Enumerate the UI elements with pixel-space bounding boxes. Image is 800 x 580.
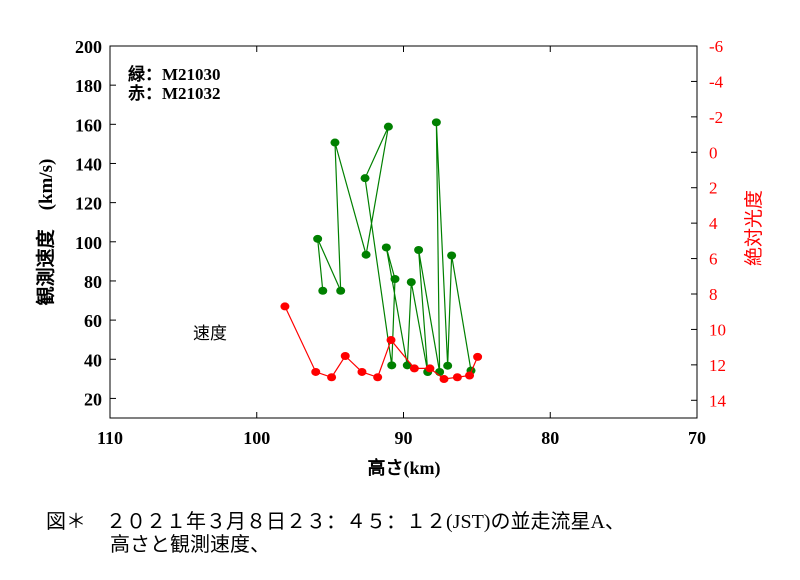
data-point-M21032 [327,373,337,382]
y-tick-label: 180 [75,76,102,96]
caption-line2: 高さと観測速度、 [110,534,270,556]
legend-red: 赤：M21032 [128,83,221,103]
y-tick-label: 20 [84,389,102,409]
y-tick-label: 140 [75,154,102,174]
data-point-M21030 [381,243,391,252]
data-point-M21032 [386,336,396,345]
data-point-M21032 [473,352,483,361]
x-tick-label: 110 [97,428,123,448]
data-point-M21030 [387,361,397,370]
data-point-M21030 [414,246,424,255]
x-tick-label: 80 [541,428,559,448]
y2-tick-label: 6 [709,250,718,269]
data-point-M21030 [383,122,393,131]
data-point-M21030 [318,286,328,295]
y2-tick-label: -2 [709,108,723,127]
y2-tick-label: 10 [709,320,726,339]
data-point-M21032 [425,364,435,373]
caption-line1: 図＊ ２０２１年３月８日２３：４５：１２(JST)の並走流星A、 [46,511,625,533]
y2-tick-label: 12 [709,356,726,375]
y2-tick-label: -6 [709,37,723,56]
x-tick-label: 100 [243,428,270,448]
data-point-M21032 [357,367,367,376]
y2-tick-label: -4 [709,72,724,91]
y2-tick-label: 14 [709,391,727,410]
x-axis-label: 高さ(km) [368,457,441,479]
data-point-M21030 [431,118,441,127]
data-point-M21032 [409,364,419,373]
data-point-M21030 [313,234,323,243]
data-point-M21032 [340,352,350,360]
y-tick-label: 200 [75,37,102,57]
data-point-M21032 [373,373,383,382]
y2-tick-label: 8 [709,285,718,304]
legend-green: 緑：M21030 [128,64,221,84]
data-point-M21032 [465,371,475,380]
data-point-M21030 [443,361,453,370]
data-point-M21030 [360,174,370,183]
y2-tick-label: 4 [709,214,718,233]
y2-tick-label: 0 [709,143,718,162]
data-point-M21030 [406,278,416,287]
annotation: 速度 [193,324,227,343]
y2-axis-label: 絶対光度 [743,190,765,266]
y2-tick-label: 2 [709,179,718,198]
data-point-M21030 [361,250,371,259]
y-tick-label: 40 [84,350,102,370]
x-tick-label: 90 [395,428,413,448]
data-point-M21030 [447,251,457,260]
series-line-M21030 [317,122,472,373]
y-tick-label: 160 [75,115,102,135]
data-point-M21032 [439,375,449,384]
x-tick-label: 70 [688,428,706,448]
y-tick-label: 100 [75,233,102,253]
y-axis-label: 観測速度 (km/s) [34,159,57,306]
data-point-M21030 [390,274,400,283]
data-point-M21032 [311,367,321,376]
data-point-M21030 [435,367,445,376]
data-point-M21032 [280,302,290,311]
y-tick-label: 60 [84,311,102,331]
y-tick-label: 80 [84,272,102,292]
y-tick-label: 120 [75,194,102,214]
data-point-M21030 [330,138,340,147]
data-point-M21032 [452,373,462,382]
data-point-M21030 [336,286,346,295]
